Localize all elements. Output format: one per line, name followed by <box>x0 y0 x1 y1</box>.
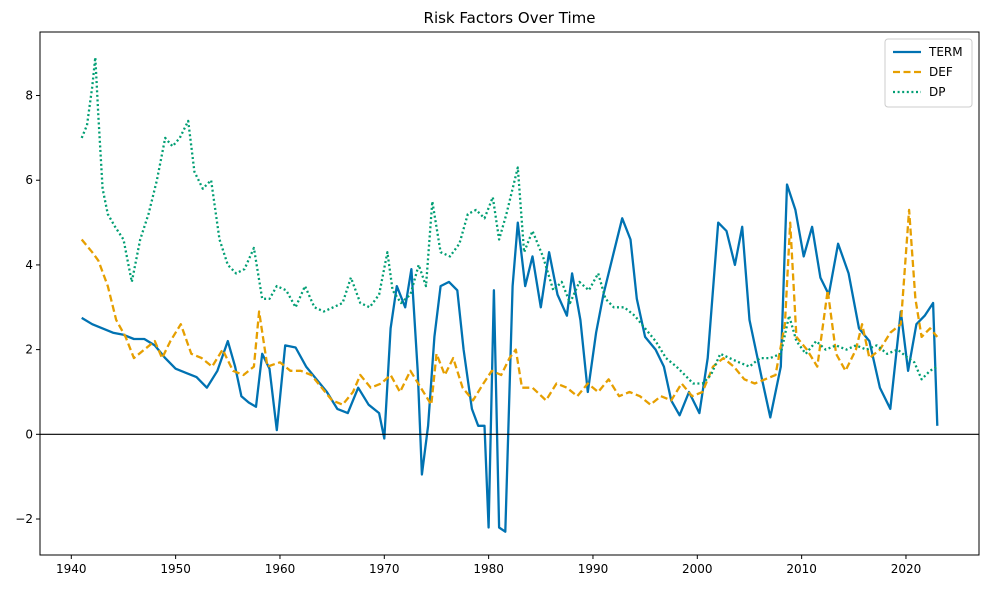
x-tick-label: 1990 <box>578 562 609 576</box>
plot-lines <box>80 56 939 533</box>
legend-label-dp: DP <box>929 85 945 99</box>
x-axis: 1940 1950 1960 1970 1980 1990 2000 2010 2020 <box>56 555 921 576</box>
x-tick-label: 1960 <box>265 562 296 576</box>
x-tick-label: 1970 <box>369 562 400 576</box>
series-line-def <box>80 208 939 406</box>
x-tick-label: 1980 <box>473 562 504 576</box>
legend: TERM DEF DP <box>884 38 973 108</box>
plot-frame <box>39 31 980 556</box>
y-tick-label: 2 <box>25 343 33 357</box>
y-tick-label: 8 <box>25 89 33 103</box>
legend-label-def: DEF <box>929 65 953 79</box>
x-tick-label: 2000 <box>682 562 713 576</box>
y-tick-label: 6 <box>25 173 33 187</box>
legend-box <box>884 38 973 108</box>
chart-title: Risk Factors Over Time <box>424 9 596 27</box>
x-tick-label: 2010 <box>786 562 817 576</box>
x-tick-label: 1950 <box>160 562 191 576</box>
series-line-dp <box>80 56 938 385</box>
legend-label-term: TERM <box>928 45 963 59</box>
x-tick-label: 1940 <box>56 562 87 576</box>
y-tick-label: 0 <box>25 427 33 441</box>
x-tick-label: 2020 <box>891 562 922 576</box>
y-tick-label: −2 <box>15 512 33 526</box>
series-line-term <box>81 183 939 533</box>
y-axis: −2 0 2 4 6 8 <box>15 89 40 526</box>
y-tick-label: 4 <box>25 258 33 272</box>
